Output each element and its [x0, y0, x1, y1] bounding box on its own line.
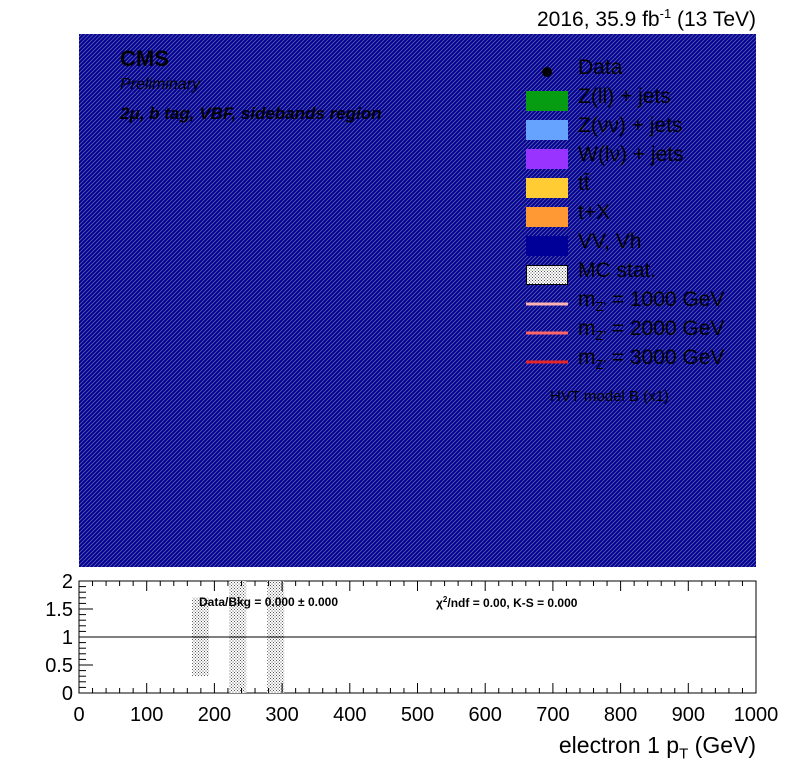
- y-tick-label: 0: [62, 683, 73, 705]
- legend-item-mcstat: MC stat.: [522, 259, 762, 288]
- legend-item-zp2000: mZ' = 2000 GeV: [522, 317, 762, 346]
- legend-label: Data: [578, 56, 623, 79]
- legend-label: W(lν) + jets: [578, 143, 684, 166]
- legend-label: t+X: [578, 201, 611, 224]
- chi2-summary: χ2/ndf = 0.00, K-S = 0.000: [436, 595, 578, 610]
- x-tick-label: 400: [333, 704, 366, 726]
- ratio-plot: 0 0.5 1 1.5 2 0 100 200 300 400 500 600 700 800 900 100…: [45, 571, 778, 726]
- luminosity-label: 2016, 35.9 fb-1 (13 TeV): [537, 6, 756, 32]
- lumi-prefix: 2016, 35.9 fb: [537, 8, 660, 31]
- legend-note: HVT model B (x1): [550, 388, 669, 405]
- vv-swatch-icon: [526, 236, 568, 256]
- zp3000-line-icon: [526, 360, 568, 364]
- x-tick-label: 100: [130, 704, 163, 726]
- legend-label: mZ' = 1000 GeV: [578, 288, 725, 315]
- x-tick-label: 300: [265, 704, 298, 726]
- zp1000-line-icon: [526, 302, 568, 306]
- legend-label: Z(ll) + jets: [578, 85, 671, 108]
- legend-item-wln: W(lν) + jets: [522, 143, 762, 172]
- x-tick-label: 900: [672, 704, 705, 726]
- mc-stat-band: [79, 34, 756, 567]
- x-tick-label: 800: [604, 704, 637, 726]
- ratio-summary: Data/Bkg = 0.000 ± 0.000: [199, 595, 339, 609]
- legend-item-data: Data: [522, 56, 762, 85]
- x-axis-title: electron 1 pT (GeV): [558, 732, 756, 763]
- legend-label: MC stat.: [578, 259, 657, 282]
- mcstat-hatch-icon: [526, 265, 568, 285]
- legend-item-tx: t+X: [522, 201, 762, 230]
- cms-label: CMS: [120, 46, 169, 71]
- legend-item-zll: Z(ll) + jets: [522, 85, 762, 114]
- preliminary-label: Preliminary: [120, 76, 201, 93]
- lumi-exponent: -1: [659, 6, 672, 21]
- legend-item-znn: Z(νν) + jets: [522, 114, 762, 143]
- region-label: 2μ, b tag, VBF, sidebands region: [120, 104, 382, 123]
- znn-swatch-icon: [526, 120, 568, 140]
- y-tick-label: 0.5: [45, 655, 73, 677]
- x-tick-label: 0: [73, 704, 84, 726]
- legend-label: mZ' = 2000 GeV: [578, 317, 725, 344]
- legend-item-zp1000: mZ' = 1000 GeV: [522, 288, 762, 317]
- y-tick-label: 2: [62, 571, 73, 593]
- y-tick-label: 1.5: [45, 599, 73, 621]
- legend-label: mZ' = 3000 GeV: [578, 346, 725, 373]
- legend-label: VV, Vh: [578, 230, 642, 253]
- legend: Data Z(ll) + jets Z(νν) + jets W(lν) + j…: [522, 56, 762, 375]
- zll-swatch-icon: [526, 91, 568, 111]
- data-marker-icon: [542, 67, 552, 77]
- lumi-suffix: (13 TeV): [671, 8, 756, 31]
- legend-item-vv: VV, Vh: [522, 230, 762, 259]
- tx-swatch-icon: [526, 207, 568, 227]
- x-tick-label: 200: [198, 704, 231, 726]
- legend-item-zp3000: mZ' = 3000 GeV: [522, 346, 762, 375]
- y-tick-label: 1: [62, 627, 73, 649]
- wln-swatch-icon: [526, 149, 568, 169]
- x-tick-label: 1000: [734, 704, 779, 726]
- legend-label: Z(νν) + jets: [578, 114, 683, 137]
- x-tick-label: 700: [536, 704, 569, 726]
- ttbar-swatch-icon: [526, 178, 568, 198]
- x-tick-label: 500: [401, 704, 434, 726]
- legend-item-ttbar: tt̄: [522, 172, 762, 201]
- legend-label: tt̄: [578, 172, 590, 195]
- x-tick-label: 600: [469, 704, 502, 726]
- main-plot: [79, 34, 756, 567]
- zp2000-line-icon: [526, 331, 568, 335]
